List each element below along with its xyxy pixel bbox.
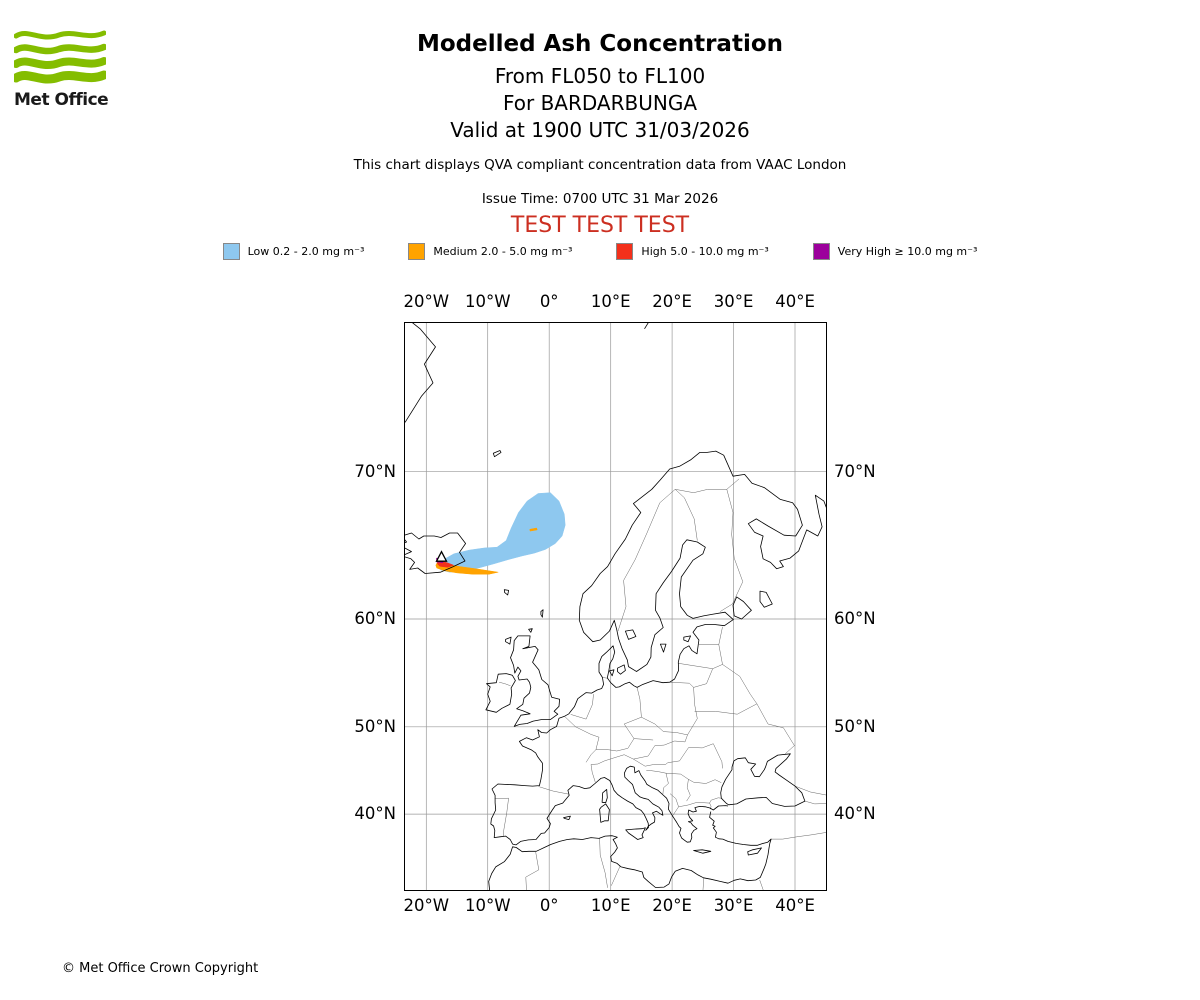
y-tick-label-right: 70°N: [834, 461, 876, 481]
graticule: [404, 322, 827, 891]
valid-time-subtitle: Valid at 1900 UTC 31/03/2026: [450, 118, 750, 142]
x-tick-label-top: 40°E: [775, 292, 815, 311]
met-office-logo-text: Met Office: [14, 90, 109, 110]
met-office-waves-icon: [11, 30, 109, 84]
x-tick-label-top: 20°E: [652, 292, 692, 311]
country-borders: [494, 478, 828, 892]
map-frame: [404, 322, 827, 891]
legend-swatch-medium: [408, 243, 426, 260]
copyright-footer: © Met Office Crown Copyright: [62, 961, 259, 976]
y-tick-label-left: 70°N: [354, 461, 396, 481]
europe-map: [392, 303, 828, 892]
x-tick-label-bottom: 10°W: [464, 896, 511, 915]
plume-medium: [529, 527, 538, 532]
legend-label-very-high: Very High ≥ 10.0 mg m⁻³: [837, 245, 978, 258]
x-tick-label-top: 10°W: [464, 292, 511, 311]
legend-label-medium: Medium 2.0 - 5.0 mg m⁻³: [433, 245, 573, 258]
x-tick-label-bottom: 0°: [539, 896, 559, 915]
qva-description: This chart displays QVA compliant concen…: [353, 157, 847, 173]
y-tick-label-right: 50°N: [834, 716, 876, 736]
legend-item-very-high: Very High ≥ 10.0 mg m⁻³: [812, 243, 978, 260]
x-tick-label-top: 20°W: [403, 292, 450, 311]
issue-time: Issue Time: 0700 UTC 31 Mar 2026: [481, 191, 719, 207]
met-office-logo: Met Office: [11, 26, 124, 110]
y-tick-label-left: 60°N: [354, 609, 396, 629]
x-tick-label-top: 0°: [539, 292, 559, 311]
flight-levels-subtitle: From FL050 to FL100: [494, 64, 706, 88]
volcano-subtitle: For BARDARBUNGA: [502, 91, 698, 115]
chart-header: Modelled Ash Concentration From FL050 to…: [0, 31, 1200, 144]
legend-swatch-high: [616, 243, 634, 260]
y-tick-label-left: 50°N: [354, 716, 396, 736]
x-tick-label-bottom: 40°E: [775, 896, 815, 915]
legend-item-low: Low 0.2 - 2.0 mg m⁻³: [222, 243, 365, 260]
legend-label-low: Low 0.2 - 2.0 mg m⁻³: [247, 245, 365, 258]
y-tick-label-right: 40°N: [834, 804, 876, 824]
x-tick-label-top: 30°E: [713, 292, 754, 311]
x-tick-label-bottom: 20°E: [652, 896, 692, 915]
y-tick-label-left: 40°N: [354, 804, 396, 824]
concentration-legend: Low 0.2 - 2.0 mg m⁻³ Medium 2.0 - 5.0 mg…: [0, 243, 1200, 260]
y-tick-label-right: 60°N: [834, 609, 876, 629]
x-tick-label-bottom: 10°E: [590, 896, 631, 915]
legend-swatch-low: [222, 243, 240, 260]
page-title: Modelled Ash Concentration: [416, 31, 784, 57]
legend-label-high: High 5.0 - 10.0 mg m⁻³: [641, 245, 769, 258]
x-tick-label-bottom: 30°E: [713, 896, 754, 915]
legend-swatch-very-high: [812, 243, 830, 260]
map-svg: [392, 303, 828, 892]
x-tick-label-bottom: 20°W: [403, 896, 450, 915]
x-tick-label-top: 10°E: [590, 292, 631, 311]
legend-item-medium: Medium 2.0 - 5.0 mg m⁻³: [408, 243, 572, 260]
volcano-marker: [435, 550, 448, 562]
legend-item-high: High 5.0 - 10.0 mg m⁻³: [616, 243, 769, 260]
coastlines: [392, 303, 828, 891]
test-banner: TEST TEST TEST: [510, 213, 690, 238]
